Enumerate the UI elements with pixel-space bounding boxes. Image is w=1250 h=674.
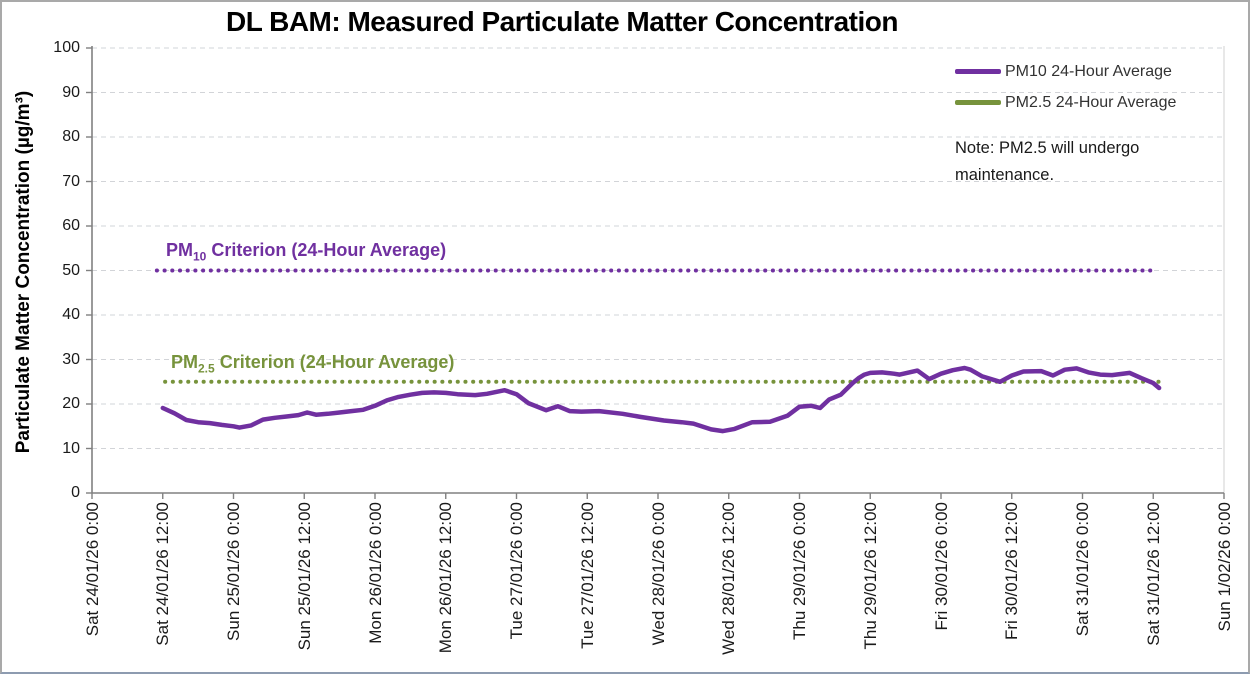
y-tick-label: 60 — [62, 217, 80, 234]
criterion-prefix: PM — [171, 352, 198, 372]
legend-item-pm25: PM2.5 24-Hour Average — [955, 87, 1176, 118]
y-tick-label: 20 — [62, 395, 80, 412]
note-line: Note: PM2.5 will undergo — [955, 139, 1140, 157]
x-tick-label: Thu 29/01/26 12:00 — [860, 502, 880, 650]
y-tick-label: 0 — [71, 484, 80, 501]
x-tick-label: Wed 28/01/26 0:00 — [648, 502, 668, 646]
y-tick-label: 30 — [62, 350, 80, 368]
x-tick-label: Mon 26/01/26 0:00 — [365, 502, 385, 644]
x-tick-label: Mon 26/01/26 12:00 — [436, 502, 456, 654]
x-tick-label: Sat 24/01/26 0:00 — [82, 502, 102, 637]
criterion-subscript: 10 — [193, 249, 207, 264]
legend: PM10 24-Hour Average PM2.5 24-Hour Avera… — [955, 56, 1176, 118]
pm25-line-swatch-icon — [955, 100, 1001, 105]
note-text: Note: PM2.5 will undergo maintenance. — [955, 135, 1139, 189]
pm10-criterion-label: PM10 Criterion (24-Hour Average) — [166, 240, 447, 264]
legend-label: PM2.5 24-Hour Average — [1005, 93, 1177, 111]
pm10-line-swatch-icon — [955, 69, 1001, 74]
criterion-prefix: PM — [166, 240, 193, 260]
pm25-criterion-label: PM2.5 Criterion (24-Hour Average) — [171, 352, 455, 376]
x-tick-label: Sun 1/02/26 0:00 — [1214, 502, 1234, 632]
note-line: maintenance. — [955, 166, 1055, 184]
x-tick-label: Tue 27/01/26 0:00 — [507, 502, 526, 640]
x-tick-label: Sun 25/01/26 12:00 — [294, 502, 314, 651]
y-tick-label: 70 — [62, 172, 80, 190]
y-axis-title: Particulate Matter Concentration (µg/m³) — [13, 90, 34, 454]
y-tick-label: 100 — [53, 39, 80, 56]
chart-title: DL BAM: Measured Particulate Matter Conc… — [226, 6, 899, 37]
pm10-data-line — [160, 365, 1162, 434]
criterion-suffix: Criterion (24-Hour Average) — [214, 352, 455, 372]
y-tick-label: 80 — [62, 128, 80, 145]
criterion-suffix: Criterion (24-Hour Average) — [206, 240, 447, 260]
x-tick-label: Wed 28/01/26 12:00 — [719, 502, 739, 655]
x-tick-label: Sat 31/01/26 12:00 — [1143, 502, 1163, 646]
x-tick-label: Sun 25/01/26 0:00 — [224, 502, 243, 641]
x-tick-label: Thu 29/01/26 0:00 — [790, 502, 809, 641]
y-tick-label: 50 — [62, 261, 80, 279]
y-tick-label: 40 — [62, 306, 80, 323]
y-tick-label: 90 — [62, 83, 80, 101]
legend-label: PM10 24-Hour Average — [1005, 62, 1172, 80]
x-tick-label: Fri 30/01/26 0:00 — [931, 502, 951, 631]
x-tick-label: Tue 27/01/26 12:00 — [577, 502, 597, 649]
x-tick-label: Fri 30/01/26 12:00 — [1002, 502, 1022, 640]
y-tick-label: 10 — [62, 439, 80, 457]
legend-item-pm10: PM10 24-Hour Average — [955, 56, 1176, 87]
x-tick-label: Sat 31/01/26 0:00 — [1073, 502, 1092, 637]
criterion-subscript: 2.5 — [198, 361, 215, 376]
x-tick-label: Sat 24/01/26 12:00 — [153, 502, 173, 646]
